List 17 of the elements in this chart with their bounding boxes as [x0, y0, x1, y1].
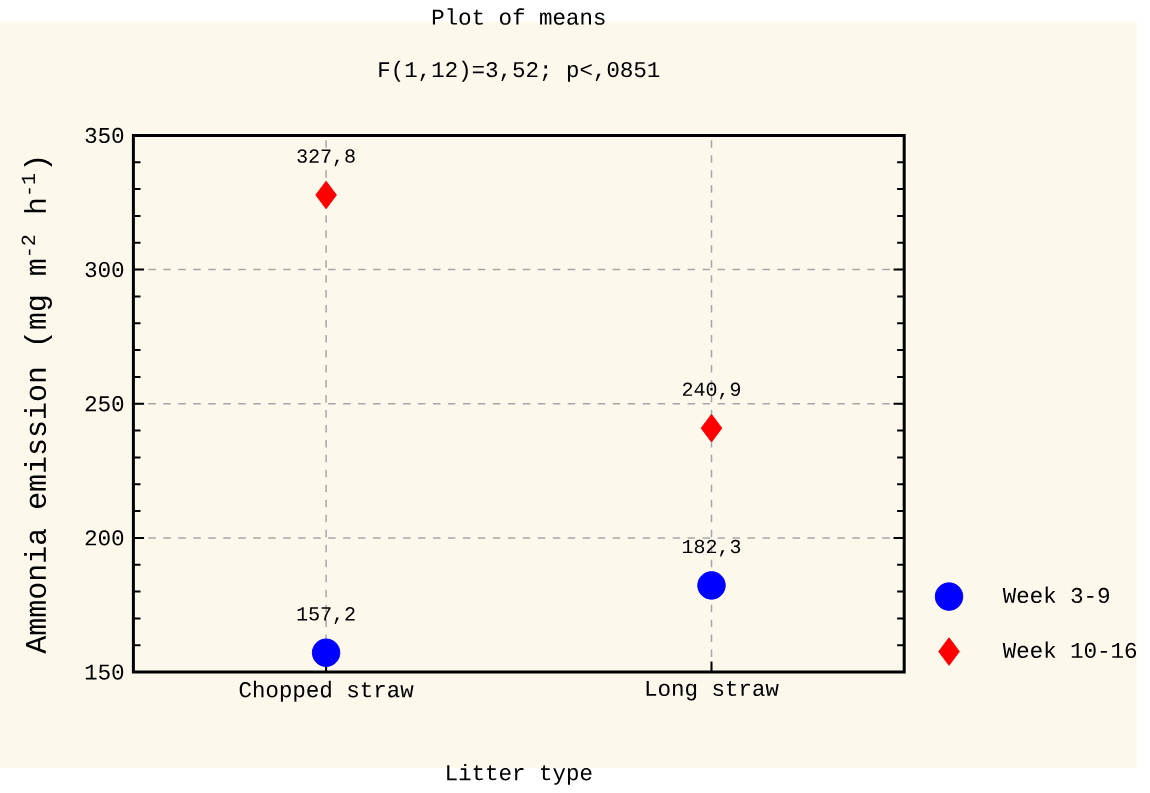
x-tick-label: Long straw [646, 680, 779, 701]
legend-label: Week 3-9 [1002, 586, 1110, 604]
data-label: 240,9 [682, 382, 741, 400]
x-tick-label: Chopped straw [239, 680, 414, 702]
y-tick-label: 350 [85, 127, 124, 143]
data-label: 327,8 [297, 149, 355, 167]
data-label: 157,2 [297, 606, 355, 624]
legend-label: Week 10-16 [1002, 641, 1137, 658]
y-tick-label: 300 [85, 261, 124, 278]
x-axis-title: Litter type [447, 763, 592, 785]
data-label: 182,3 [682, 539, 741, 557]
chart-subtitle: F(1,12)=3,52; p<,0851 [379, 60, 660, 82]
y-axis-title: Ammonia emission (mg m$^{-2}$ h$^{-1}$) [21, 158, 53, 654]
y-tick-label: 250 [85, 396, 124, 412]
y-tick-label: 150 [85, 664, 124, 680]
y-tick-label: 200 [85, 530, 124, 546]
chart-title: Plot of means [432, 8, 605, 25]
